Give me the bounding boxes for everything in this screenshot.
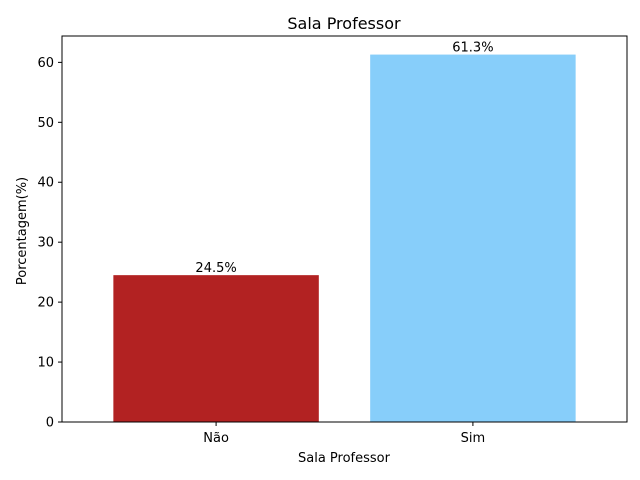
x-tick-label: Não	[203, 431, 229, 446]
bar-value-label: 24.5%	[195, 261, 236, 276]
y-axis-title: Porcentagem(%)	[15, 177, 30, 285]
x-axis-title: Sala Professor	[298, 451, 391, 466]
y-tick-label: 40	[37, 176, 54, 191]
x-tick-label: Sim	[461, 431, 486, 446]
bar-labels-layer: 24.5% 61.3%	[195, 41, 493, 277]
x-axis-ticks: Não Sim	[203, 422, 485, 446]
bars-layer	[113, 54, 576, 422]
chart-title: Sala Professor	[287, 14, 401, 33]
y-axis-ticks: 0 10 20 30 40 50 60	[37, 56, 62, 431]
y-tick-label: 30	[37, 236, 54, 251]
y-tick-label: 50	[37, 116, 54, 131]
bar-value-label: 61.3%	[452, 41, 493, 56]
y-tick-label: 20	[37, 296, 54, 311]
bar-1	[370, 54, 576, 422]
y-tick-label: 60	[37, 56, 54, 71]
y-tick-label: 10	[37, 356, 54, 371]
plot-frame	[61, 35, 628, 423]
bar-0	[113, 275, 319, 422]
y-tick-label: 0	[46, 416, 54, 431]
